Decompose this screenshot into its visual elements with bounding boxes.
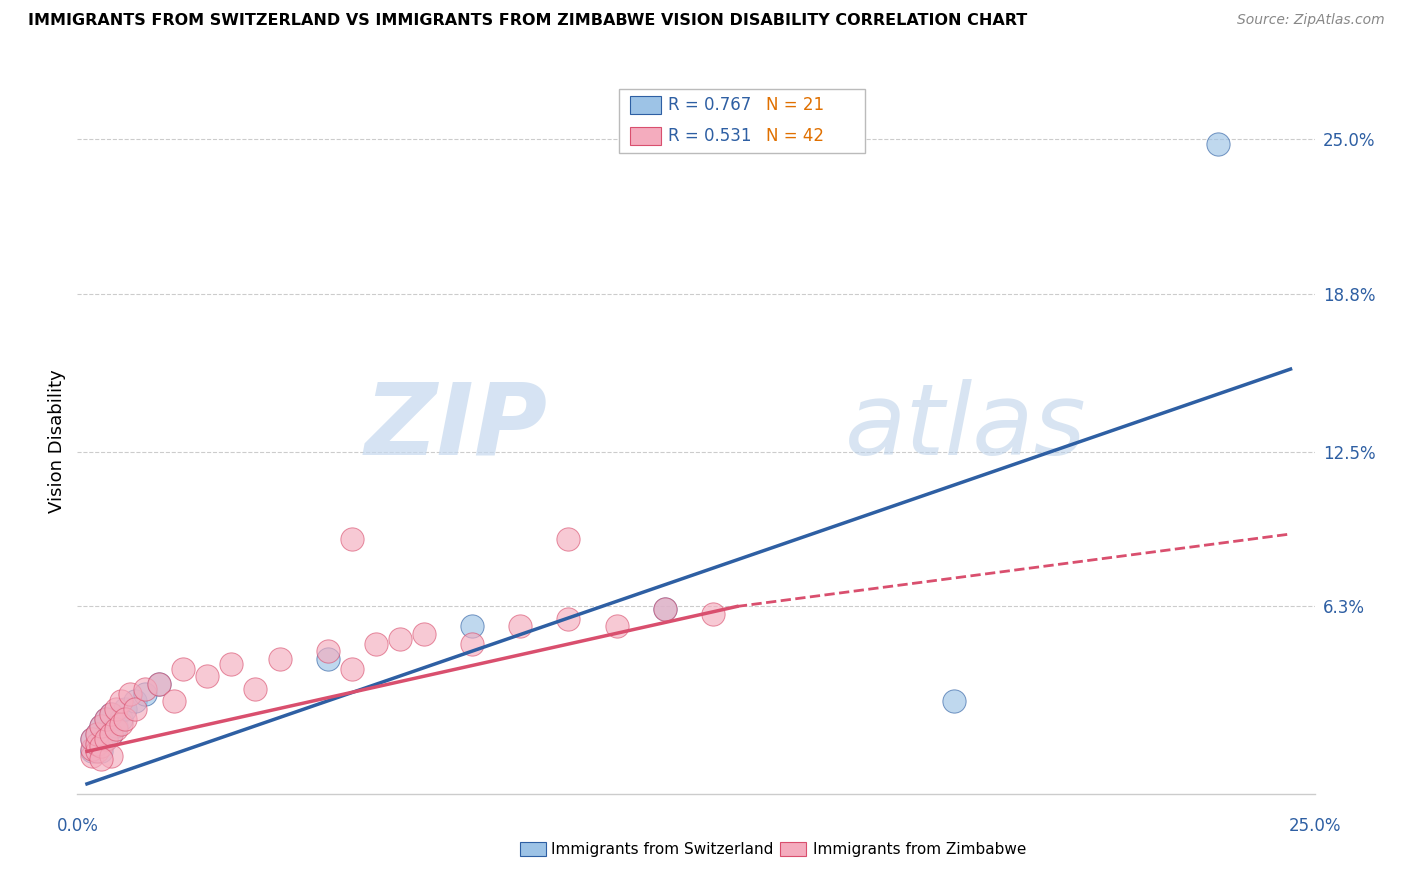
Point bbox=[124, 702, 146, 716]
Text: N = 21: N = 21 bbox=[766, 96, 824, 114]
Point bbox=[110, 717, 132, 731]
Point bbox=[413, 627, 436, 641]
Point bbox=[80, 731, 103, 746]
Text: R = 0.531: R = 0.531 bbox=[668, 127, 751, 145]
Point bbox=[86, 744, 108, 758]
Point bbox=[114, 712, 136, 726]
Point bbox=[96, 712, 118, 726]
Point bbox=[86, 737, 108, 751]
Point bbox=[134, 681, 156, 696]
Point bbox=[654, 602, 676, 616]
Point bbox=[388, 632, 411, 646]
Point bbox=[124, 694, 146, 708]
Point bbox=[86, 727, 108, 741]
Point bbox=[364, 637, 387, 651]
Point bbox=[90, 719, 112, 733]
Point bbox=[80, 742, 103, 756]
Point bbox=[114, 702, 136, 716]
Point bbox=[148, 677, 170, 691]
Point bbox=[221, 657, 243, 671]
Point bbox=[100, 706, 122, 721]
Text: atlas: atlas bbox=[845, 379, 1085, 476]
Point bbox=[509, 619, 531, 633]
Point bbox=[461, 637, 484, 651]
Point bbox=[557, 612, 579, 626]
Point bbox=[606, 619, 628, 633]
Point bbox=[461, 619, 484, 633]
Point bbox=[80, 749, 103, 764]
Point bbox=[557, 532, 579, 546]
Point bbox=[100, 727, 122, 741]
Point bbox=[90, 719, 112, 733]
Point bbox=[702, 607, 724, 621]
Text: 0.0%: 0.0% bbox=[56, 817, 98, 835]
Point bbox=[340, 662, 363, 676]
Point bbox=[110, 712, 132, 726]
Text: IMMIGRANTS FROM SWITZERLAND VS IMMIGRANTS FROM ZIMBABWE VISION DISABILITY CORREL: IMMIGRANTS FROM SWITZERLAND VS IMMIGRANT… bbox=[28, 13, 1028, 29]
Point bbox=[104, 702, 127, 716]
Text: R = 0.767: R = 0.767 bbox=[668, 96, 751, 114]
Point bbox=[104, 722, 127, 736]
Point bbox=[100, 749, 122, 764]
Text: Immigrants from Zimbabwe: Immigrants from Zimbabwe bbox=[813, 842, 1026, 856]
Point bbox=[120, 687, 142, 701]
Point bbox=[86, 737, 108, 751]
Point bbox=[80, 744, 103, 758]
Point bbox=[245, 681, 267, 696]
Point bbox=[80, 731, 103, 746]
Point bbox=[104, 719, 127, 733]
Y-axis label: Vision Disability: Vision Disability bbox=[48, 369, 66, 514]
Point bbox=[1208, 137, 1230, 152]
Point bbox=[90, 739, 112, 754]
Point bbox=[148, 677, 170, 691]
Point bbox=[134, 687, 156, 701]
Point bbox=[654, 602, 676, 616]
Point bbox=[172, 662, 194, 676]
Point bbox=[96, 731, 118, 746]
Text: Immigrants from Switzerland: Immigrants from Switzerland bbox=[551, 842, 773, 856]
Point bbox=[100, 706, 122, 721]
Text: Source: ZipAtlas.com: Source: ZipAtlas.com bbox=[1237, 13, 1385, 28]
Point bbox=[195, 669, 218, 683]
Point bbox=[316, 652, 339, 666]
Point bbox=[86, 727, 108, 741]
Point bbox=[110, 694, 132, 708]
Point bbox=[90, 752, 112, 766]
Text: ZIP: ZIP bbox=[364, 379, 547, 476]
Text: 25.0%: 25.0% bbox=[1288, 817, 1341, 835]
Point bbox=[942, 694, 965, 708]
Point bbox=[340, 532, 363, 546]
Text: N = 42: N = 42 bbox=[766, 127, 824, 145]
Point bbox=[316, 644, 339, 658]
Point bbox=[100, 727, 122, 741]
Point bbox=[96, 712, 118, 726]
Point bbox=[162, 694, 184, 708]
Point bbox=[269, 652, 291, 666]
Point bbox=[96, 731, 118, 746]
Point bbox=[90, 744, 112, 758]
